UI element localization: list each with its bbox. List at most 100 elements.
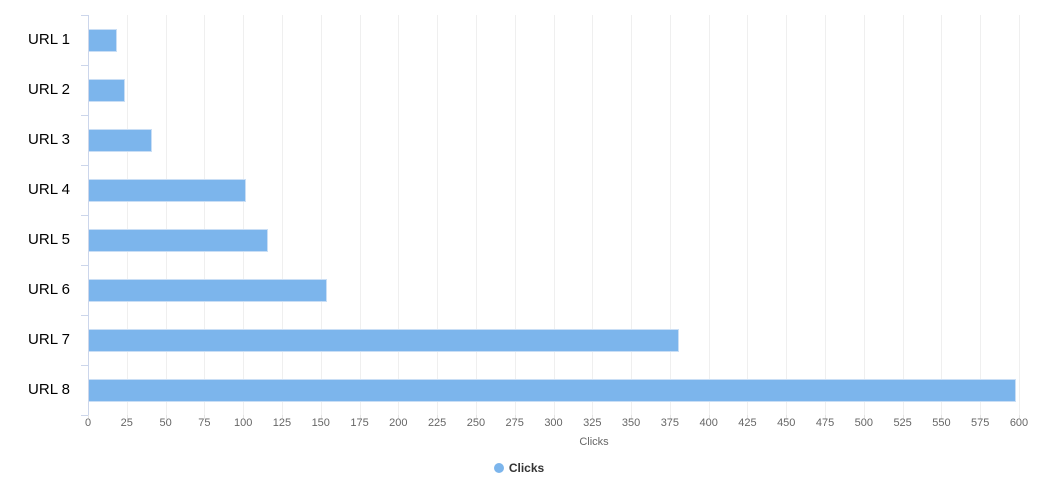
value-tick-label: 200 [389,417,408,429]
category-label: URL 1 [28,31,70,48]
category-axis-line [88,15,89,415]
gridline [786,15,788,415]
bar-url-2[interactable] [88,78,126,102]
gridline [902,15,904,415]
bar-url-1[interactable] [88,28,118,52]
value-axis-title: Clicks [579,436,609,448]
gridline [747,15,749,415]
value-tick-label: 400 [699,417,718,429]
category-axis-tick [81,165,88,166]
gridline [1019,15,1020,415]
value-axis-tick [475,415,477,419]
value-axis-tick [320,415,322,419]
value-tick-label: 225 [427,417,447,429]
value-axis-tick [669,415,671,419]
bar-url-5[interactable] [88,228,268,252]
legend-item-clicks[interactable]: Clicks [493,461,545,475]
bar-url-6[interactable] [88,278,327,302]
value-tick-label: 575 [971,417,990,429]
gridline [825,15,827,415]
value-tick-label: 75 [198,417,211,429]
value-tick-label: 50 [159,417,172,429]
plot-area [88,15,1020,415]
value-axis-tick [88,415,89,419]
value-tick-label: 150 [311,417,330,429]
value-tick-label: 350 [621,417,641,429]
value-axis-tick [553,415,555,419]
gridline [204,15,206,415]
gridline [165,15,167,415]
gridline [514,15,516,415]
category-axis-tick [81,365,88,366]
bar-url-8[interactable] [88,378,1016,402]
category-label: URL 8 [28,381,70,398]
value-axis-tick [941,415,943,419]
gridline [126,15,128,415]
gridline [398,15,400,415]
value-axis-tick [592,415,594,419]
value-axis-tick [204,415,206,419]
value-tick-label: 25 [120,417,133,429]
value-axis-tick [825,415,827,419]
gridline [669,15,671,415]
category-axis-tick [81,265,88,266]
value-tick-label: 100 [233,417,253,429]
gridline [980,15,982,415]
value-axis-tick [1019,415,1020,419]
value-tick-label: 275 [505,417,524,429]
value-tick-label: 300 [544,417,563,429]
bar-url-3[interactable] [88,128,152,152]
value-tick-label: 600 [1009,417,1029,429]
category-axis-tick [81,15,88,16]
category-label: URL 3 [28,131,70,148]
category-axis-tick [81,115,88,116]
value-tick-label: 325 [583,417,602,429]
value-tick-label: 450 [777,417,796,429]
value-axis-tick [747,415,749,419]
gridline [631,15,633,415]
category-axis-tick [81,65,88,66]
value-tick-label: 125 [272,417,292,429]
value-axis-tick [281,415,283,419]
value-tick-label: 550 [932,417,951,429]
value-axis-tick [514,415,516,419]
legend-item-label: Clicks [508,461,545,475]
value-axis-tick [863,415,865,419]
gridline [281,15,283,415]
gridline [553,15,555,415]
legend: Clicks [0,461,1038,475]
category-label: URL 6 [28,281,70,298]
category-axis-tick [81,215,88,216]
gridline [437,15,439,415]
value-tick-label: 475 [815,417,835,429]
gridline [243,15,245,415]
value-axis-tick [786,415,788,419]
value-axis-tick [902,415,904,419]
category-label: URL 2 [28,81,70,98]
category-axis-tick [81,315,88,316]
gridline [475,15,477,415]
value-axis-tick [708,415,710,419]
value-axis-tick [359,415,361,419]
bar-url-4[interactable] [88,178,247,202]
gridline [359,15,361,415]
value-tick-label: 500 [854,417,873,429]
gridline [320,15,322,415]
value-tick-label: 375 [660,417,680,429]
gridline [708,15,710,415]
value-axis-tick [243,415,245,419]
bar-url-7[interactable] [88,328,680,352]
value-tick-label: 0 [84,417,92,429]
value-tick-label: 425 [738,417,757,429]
category-label: URL 4 [28,181,70,198]
category-axis-tick [81,415,88,416]
gridline [592,15,594,415]
value-axis-tick [437,415,439,419]
value-tick-label: 525 [893,417,912,429]
legend-marker-icon [493,463,504,473]
value-tick-label: 175 [350,417,369,429]
value-axis-tick [126,415,128,419]
value-axis-tick [165,415,167,419]
value-axis-tick [398,415,400,419]
